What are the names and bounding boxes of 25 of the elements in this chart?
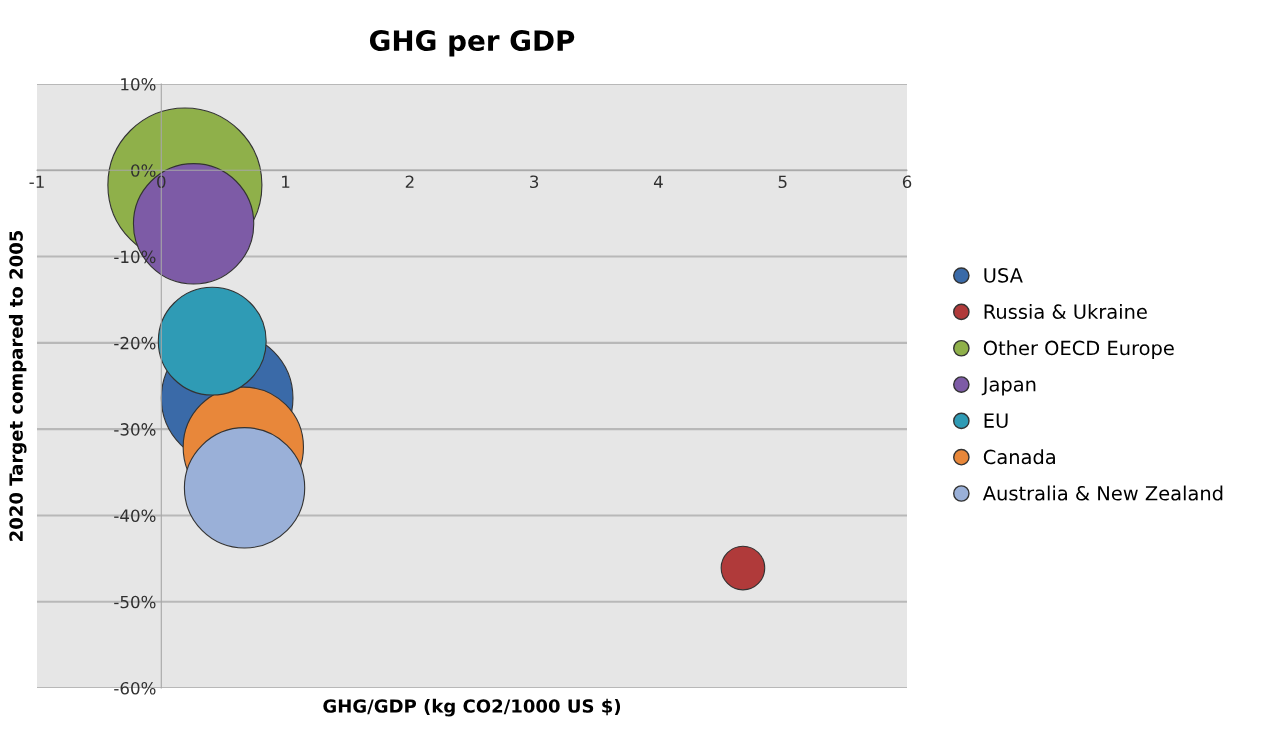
y-tick-label: -20% [114, 336, 156, 350]
x-tick-label: 1 [282, 175, 290, 188]
y-tick-label: -60% [114, 681, 156, 695]
legend-label: EU [984, 413, 1008, 428]
legend-label: USA [984, 267, 1023, 283]
y-tick-label: 0% [131, 164, 156, 177]
legend-label: Canada [983, 449, 1055, 465]
x-axis-title: GHG/GDP (kg CO2/1000 US $) [323, 698, 621, 717]
x-tick-label: 5 [778, 175, 787, 189]
legend-label: Australia & New Zealand [982, 485, 1223, 501]
chart-title: GHG per GDP [369, 30, 575, 57]
x-tick-label: -1 [29, 175, 44, 188]
legend-label: Other OECD Europe [983, 340, 1174, 360]
y-tick-label: -50% [114, 595, 156, 609]
y-tick-label: -40% [114, 509, 156, 522]
x-tick-label: 6 [902, 175, 912, 189]
x-tick-label: 0 [157, 175, 166, 189]
y-axis-title: 2020 Target compared to 2005 [8, 230, 27, 541]
y-tick-label: -30% [114, 423, 156, 436]
legend-label: Russia & Ukraine [984, 303, 1147, 319]
legend-label: Japan [981, 377, 1036, 396]
x-tick-label: 4 [653, 175, 663, 188]
x-tick-label: 2 [405, 175, 414, 188]
x-tick-label: 3 [530, 175, 539, 189]
y-tick-label: 10% [121, 77, 156, 91]
